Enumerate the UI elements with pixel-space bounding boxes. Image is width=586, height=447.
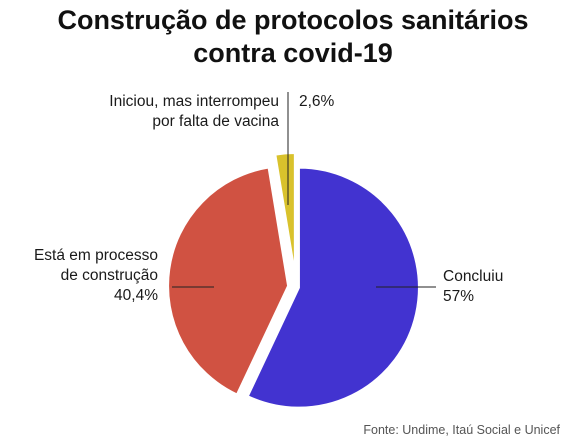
slice-value-concluded: 57% <box>443 288 475 305</box>
chart-title: Construção de protocolos sanitários cont… <box>0 4 586 70</box>
slice-value-interrupted: 2,6% <box>299 93 335 110</box>
slice-label-interrupted: Iniciou, mas interrompeu por falta de va… <box>109 92 279 132</box>
slice-label-interrupted-line-1: Iniciou, mas interrompeu <box>109 93 279 110</box>
slice-concluded <box>246 166 420 409</box>
chart-title-line-1: Construção de protocolos sanitários <box>57 5 529 35</box>
slice-value-in-progress: 40,4% <box>114 287 158 304</box>
chart-title-line-2: contra covid-19 <box>193 38 393 68</box>
slice-label-interrupted-line-2: por falta de vacina <box>152 113 279 130</box>
chart-source: Fonte: Undime, Itaú Social e Unicef <box>363 423 560 437</box>
slice-label-concluded: Concluiu 57% <box>443 267 503 307</box>
slice-label-in-progress: Está em processo de construção 40,4% <box>34 246 158 306</box>
slice-label-concluded-line-1: Concluiu <box>443 268 504 285</box>
slice-interrupted <box>274 152 296 274</box>
slice-label-in-progress-line-2: de construção <box>60 267 158 284</box>
slice-in-progress <box>167 166 290 396</box>
slice-label-in-progress-line-1: Está em processo <box>33 247 158 264</box>
